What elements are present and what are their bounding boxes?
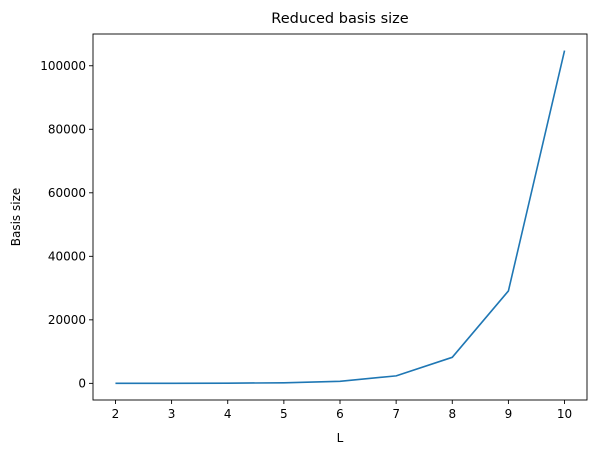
x-tick-label: 6 bbox=[336, 407, 344, 421]
x-tick-label: 5 bbox=[280, 407, 288, 421]
x-tick-label: 2 bbox=[112, 407, 120, 421]
y-tick-label: 0 bbox=[78, 376, 86, 390]
y-tick-label: 100000 bbox=[40, 59, 86, 73]
x-tick-label: 3 bbox=[168, 407, 176, 421]
y-tick-label: 80000 bbox=[48, 122, 86, 136]
chart-title: Reduced basis size bbox=[271, 11, 408, 27]
x-tick-label: 10 bbox=[557, 407, 572, 421]
x-tick-label: 8 bbox=[448, 407, 456, 421]
x-tick-label: 9 bbox=[505, 407, 513, 421]
series-line bbox=[115, 50, 566, 385]
y-axis-label: Basis size bbox=[9, 188, 23, 247]
y-tick-label: 20000 bbox=[48, 313, 86, 327]
y-tick-label: 60000 bbox=[48, 186, 86, 200]
axes-frame bbox=[92, 33, 588, 401]
x-axis-label: L bbox=[337, 431, 344, 445]
y-tick-label: 40000 bbox=[48, 249, 86, 263]
x-tick-label: 4 bbox=[224, 407, 232, 421]
plot-area: 2 3 4 5 6 7 8 9 10 0 20000 40000 60000 80000 100000 bbox=[40, 50, 572, 421]
x-tick-label: 7 bbox=[392, 407, 400, 421]
